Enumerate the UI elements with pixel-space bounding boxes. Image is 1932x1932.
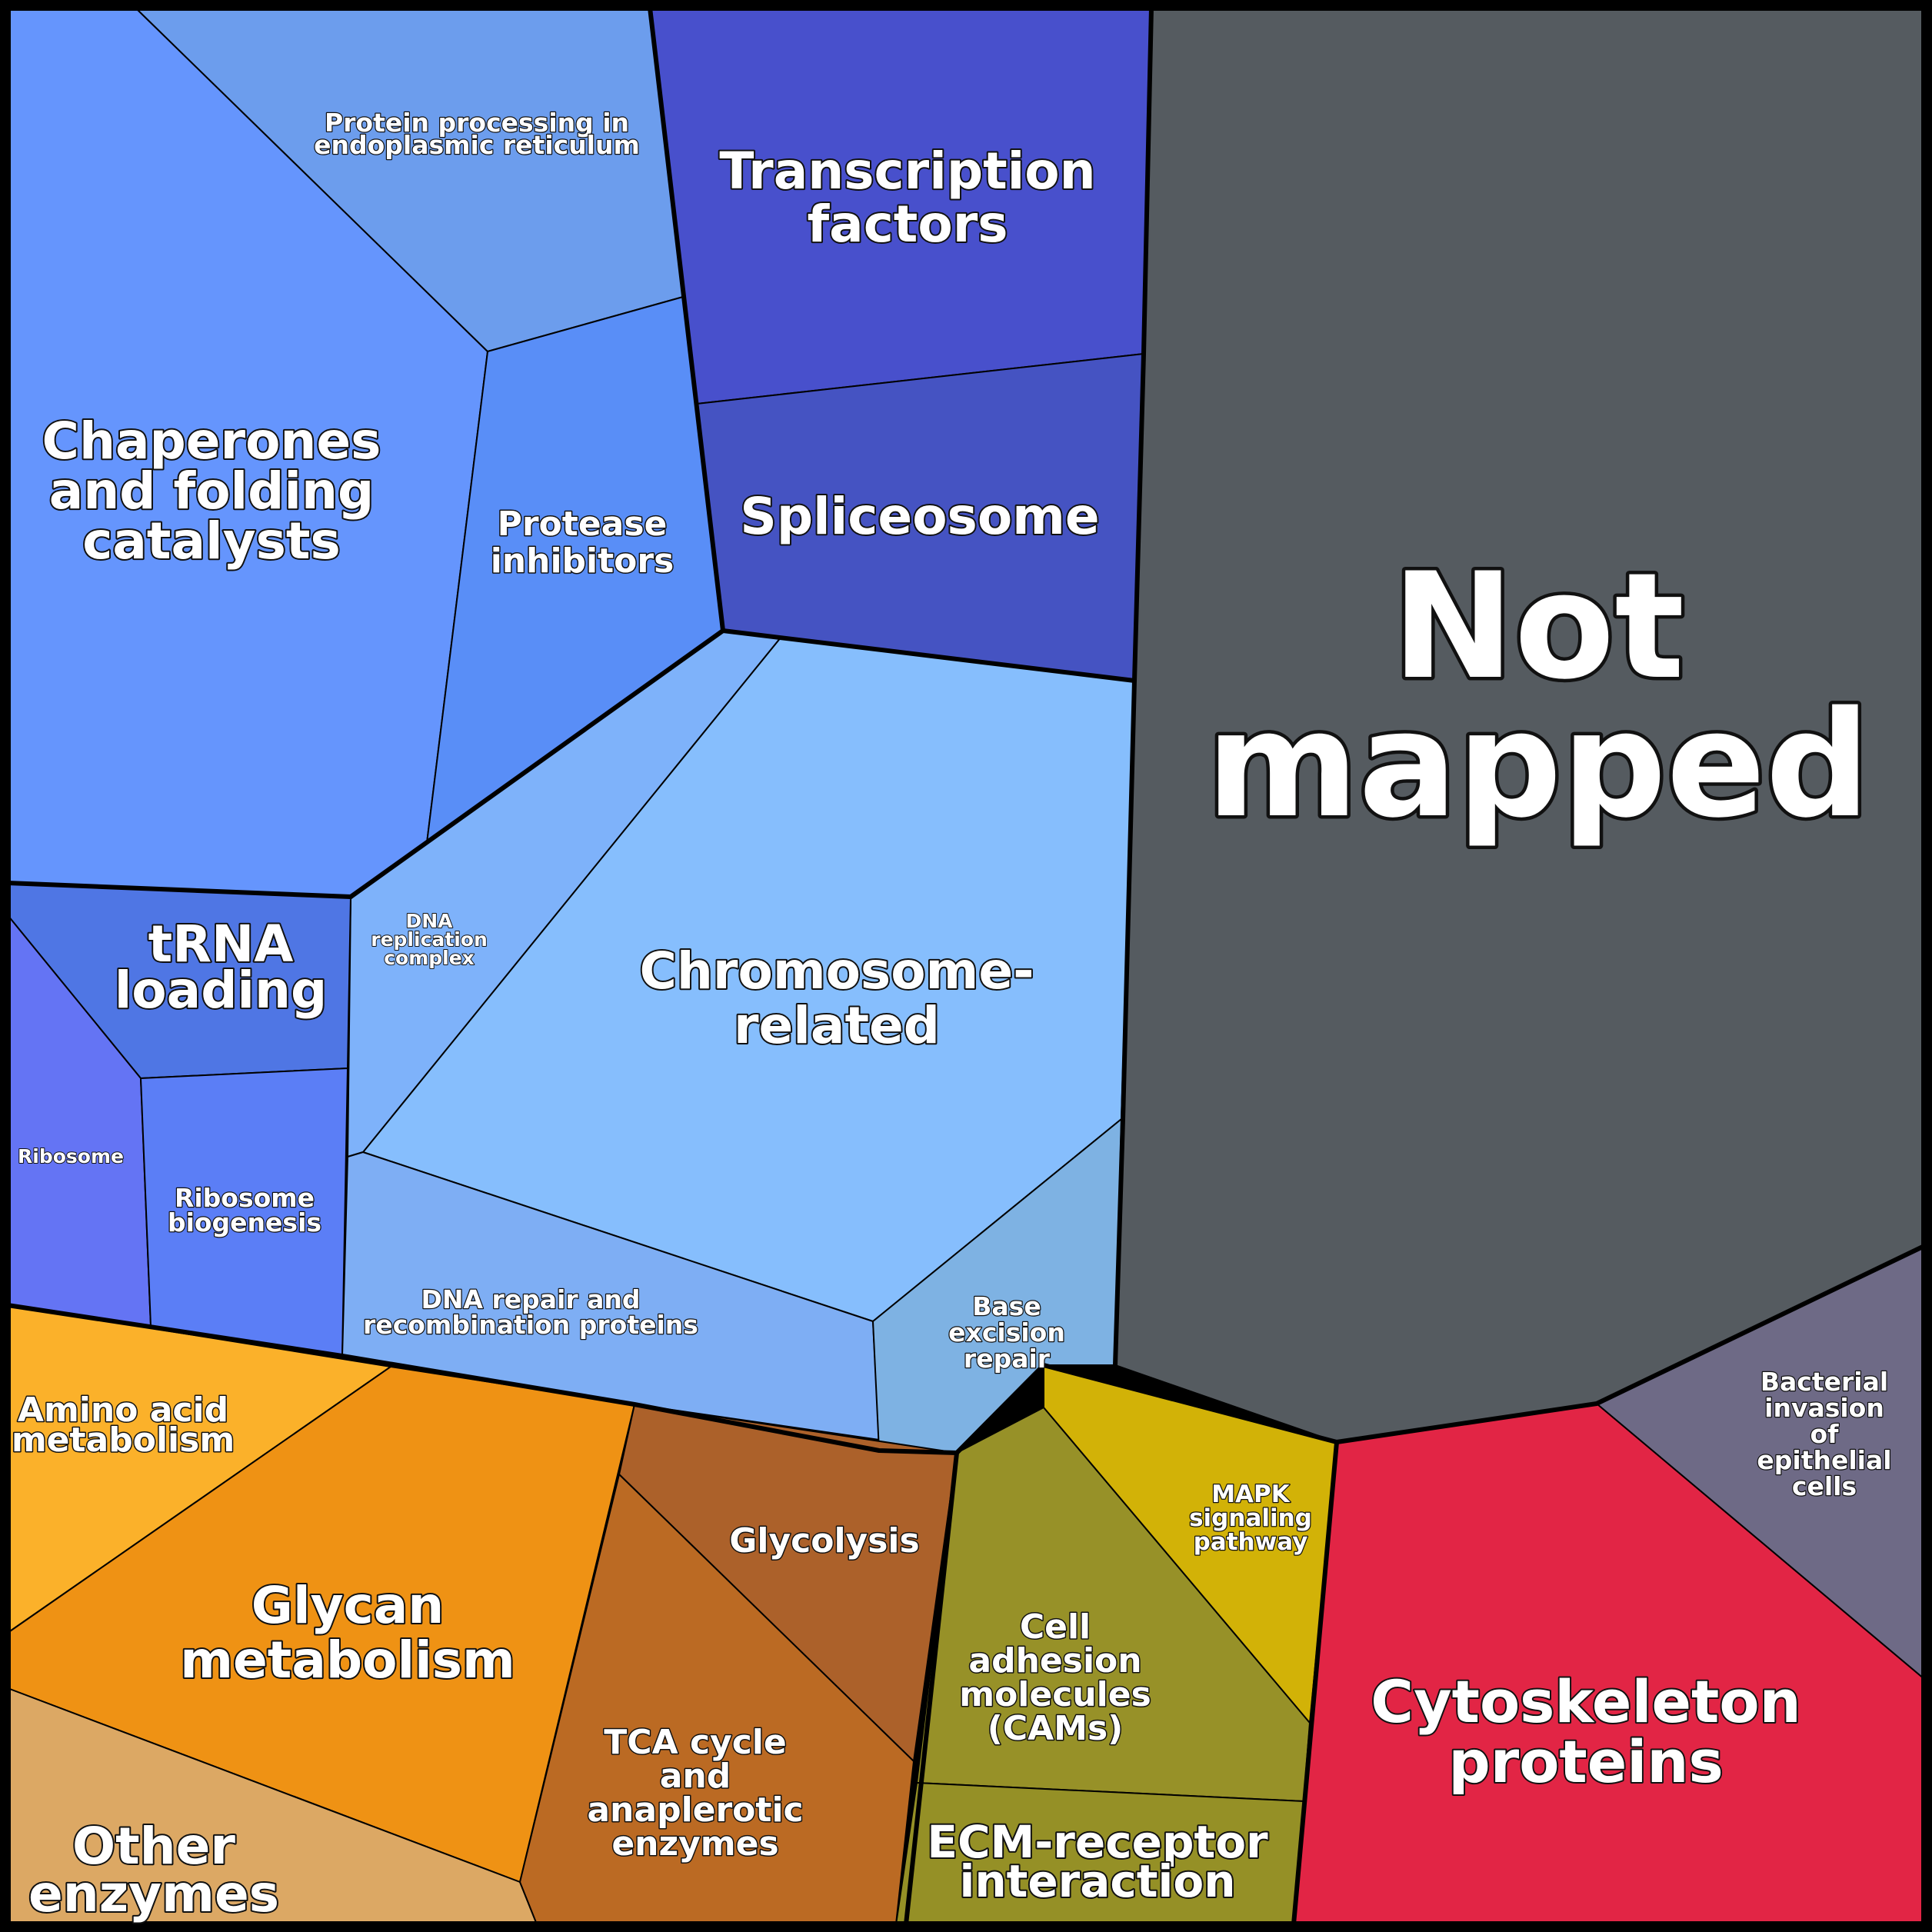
label-line: and [660,1757,731,1796]
label-line: Bacterial [1760,1367,1888,1397]
label-other-enzymes: Other enzymes [28,1817,279,1924]
label-ribosome: Ribosome [18,1145,124,1168]
label-not-mapped: Not mapped [1206,541,1870,850]
label-line: recombination proteins [363,1310,698,1340]
label-line: metabolism [12,1421,235,1460]
label-line: adhesion [968,1641,1141,1681]
label-cell-adhesion: Cell adhesion molecules (CAMs) [959,1607,1151,1748]
label-line: catalysts [82,511,341,571]
label-line: related [734,996,940,1055]
label-protein-processing: Protein processing in endoplasmic reticul… [314,108,640,160]
label-line: metabolism [180,1631,515,1690]
label-line: mapped [1206,680,1870,850]
label-line: Transcription [719,142,1095,201]
label-mapk-signaling: MAPK signaling pathway [1189,1481,1312,1556]
label-line: biogenesis [168,1208,321,1237]
label-line: enzymes [28,1864,279,1924]
label-line: Not [1392,541,1684,711]
label-tca-cycle: TCA cycle and anaplerotic enzymes [587,1723,803,1864]
label-amino-acid-metabolism: Amino acid metabolism [12,1391,235,1460]
label-base-excision-repair: Base excision repair [948,1291,1065,1374]
cells-layer [7,7,1925,1925]
label-line: anaplerotic [587,1790,803,1830]
label-line: factors [807,195,1008,254]
label-line: Amino acid [18,1391,228,1430]
label-line: Glycolysis [729,1521,919,1561]
label-line: Ribosome [175,1183,315,1213]
labels-layer: Not mapped Chaperones and folding catalysts P… [10,107,1893,1925]
label-line: inhibitors [491,541,675,581]
label-line: enzymes [611,1824,778,1864]
label-line: Protease [498,505,668,544]
label-line: Glycan [251,1576,444,1635]
label-line: of [1810,1419,1839,1449]
label-line: DNA repair and [421,1284,640,1314]
label-line: Spliceosome [740,487,1099,546]
label-chaperones: Chaperones and folding catalysts [42,411,381,571]
label-line: Other [72,1817,235,1876]
label-line: pathway [1194,1528,1308,1556]
group-borders [5,5,1927,1927]
label-line: (CAMs) [988,1709,1124,1748]
label-glycan-metabolism: Glycan metabolism [180,1576,515,1690]
label-line: repair [964,1344,1051,1374]
label-line: Chromosome- [640,941,1034,1001]
label-line: Protein processing in [325,108,629,138]
label-line: complex [384,947,475,969]
label-line: excision [948,1317,1065,1347]
label-transcription-factors: Transcription factors [719,142,1095,254]
label-chromosome-related: Chromosome-related [640,941,1034,1055]
label-line: Base [972,1291,1041,1321]
label-dna-replication: DNA replication complex [371,910,488,969]
label-spliceosome: Spliceosome [740,487,1099,546]
label-line: replication [371,928,488,951]
label-line: signaling [1189,1504,1312,1532]
label-ribosome-biogenesis: Ribosome biogenesis [168,1183,321,1237]
label-line: endoplasmic reticulum [314,130,640,160]
label-line: Ribosome [18,1145,124,1168]
label-line: TCA cycle [604,1723,786,1762]
label-line: molecules [959,1675,1151,1714]
label-line: tRNA [148,914,294,974]
label-line: loading [115,961,328,1020]
label-line: interaction [959,1855,1235,1907]
label-line: DNA [405,910,453,932]
label-line: Cell [1020,1607,1091,1647]
label-line: invasion [1764,1393,1884,1423]
label-cytoskeleton: Cytoskeleton proteins [1371,1667,1800,1796]
label-line: proteins [1448,1727,1723,1796]
label-line: ECM-receptor [927,1816,1268,1868]
label-trna-loading: tRNA loading [115,914,328,1020]
label-glycolysis: Glycolysis [729,1521,919,1561]
label-line: MAPK [1211,1481,1291,1508]
label-ecm-receptor: ECM-receptor interaction [927,1816,1268,1907]
label-line: and folding [49,461,375,521]
label-line: Cytoskeleton [1371,1667,1800,1736]
label-line: cells [1792,1471,1857,1501]
label-bacterial-invasion: Bacterial invasion of epithelial cells [1757,1367,1891,1501]
label-protease-inhibitors: Protease inhibitors [491,505,675,581]
label-line: Chaperones [42,411,381,471]
label-line: epithelial [1757,1445,1891,1475]
label-dna-repair: DNA repair and recombination proteins [363,1284,698,1340]
